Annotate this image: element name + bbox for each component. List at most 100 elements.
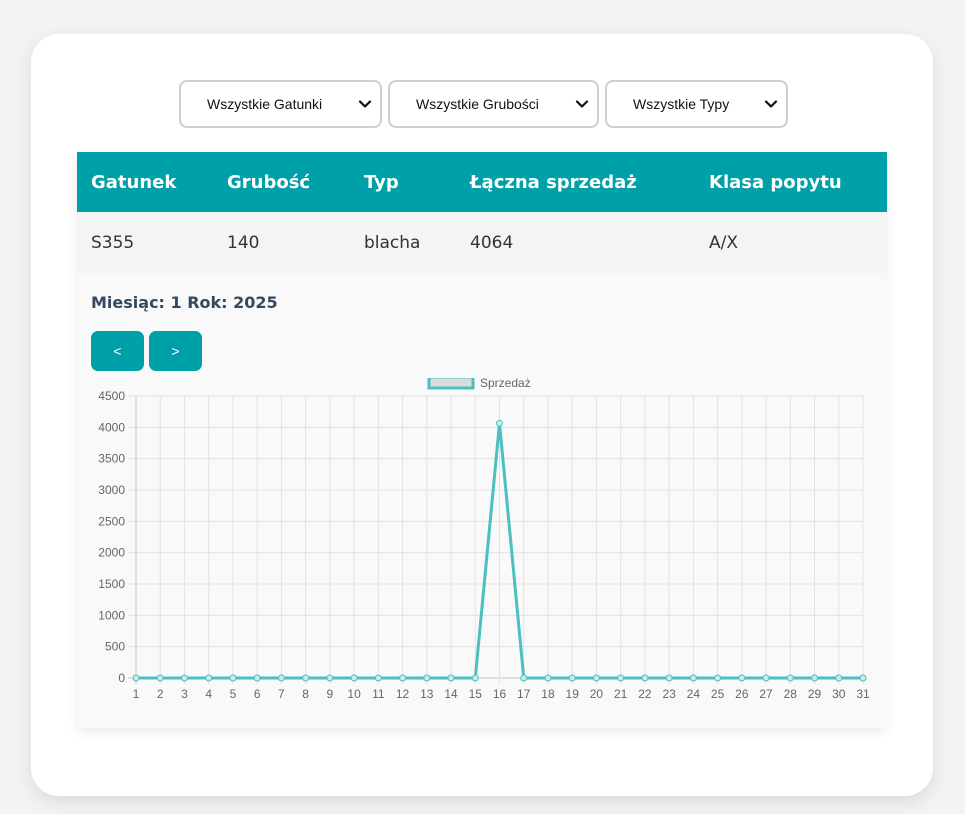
chart-section: Miesiąc: 1 Rok: 2025 < > 0 500 1000 1500 200… xyxy=(77,273,887,728)
data-point xyxy=(253,674,261,682)
sales-table: Gatunek Grubość Typ Łączna sprzedaż Klas… xyxy=(77,152,887,728)
data-point xyxy=(180,674,188,682)
data-point xyxy=(762,674,770,682)
x-tick-label: 30 xyxy=(832,687,846,701)
y-tick-label: 2500 xyxy=(98,514,125,528)
data-point xyxy=(447,674,455,682)
data-point xyxy=(592,674,600,682)
x-tick-label: 10 xyxy=(347,687,361,701)
x-tick-label: 18 xyxy=(541,687,555,701)
legend-swatch xyxy=(427,378,475,390)
x-tick-label: 23 xyxy=(662,687,676,701)
data-point xyxy=(156,674,164,682)
x-tick-label: 14 xyxy=(444,687,458,701)
x-tick-label: 6 xyxy=(254,687,261,701)
x-tick-label: 26 xyxy=(735,687,749,701)
data-point xyxy=(665,674,673,682)
x-tick-label: 11 xyxy=(372,687,385,701)
chevron-down-icon xyxy=(575,100,589,108)
y-tick-label: 3500 xyxy=(98,452,125,466)
data-point xyxy=(714,674,722,682)
data-point xyxy=(568,674,576,682)
data-point xyxy=(132,674,140,682)
x-tick-label: 8 xyxy=(302,687,309,701)
header-gatunek[interactable]: Gatunek xyxy=(91,172,177,193)
y-tick-label: 500 xyxy=(105,640,125,654)
header-grubosc[interactable]: Grubość xyxy=(227,172,311,193)
data-point xyxy=(859,674,867,682)
y-tick-label: 2000 xyxy=(98,546,125,560)
chevron-down-icon xyxy=(358,100,372,108)
data-point xyxy=(689,674,697,682)
data-point xyxy=(374,674,382,682)
data-point xyxy=(617,674,625,682)
cell-gatunek: S355 xyxy=(91,233,135,253)
x-tick-label: 1 xyxy=(133,687,140,701)
x-tick-label: 29 xyxy=(808,687,822,701)
x-tick-label: 2 xyxy=(157,687,164,701)
species-select-label: Wszystkie Gatunki xyxy=(207,96,323,112)
data-point xyxy=(641,674,649,682)
data-point xyxy=(302,674,310,682)
y-tick-label: 3000 xyxy=(98,483,125,497)
x-tick-label: 9 xyxy=(327,687,334,701)
header-laczna-sprzedaz[interactable]: Łączna sprzedaż xyxy=(470,172,637,193)
data-point xyxy=(399,674,407,682)
data-point xyxy=(520,674,528,682)
data-point xyxy=(786,674,794,682)
x-tick-label: 21 xyxy=(614,687,628,701)
data-point xyxy=(277,674,285,682)
species-select[interactable]: Wszystkie Gatunki xyxy=(179,80,382,128)
y-tick-label: 4000 xyxy=(98,420,125,434)
x-tick-label: 12 xyxy=(396,687,410,701)
x-tick-label: 5 xyxy=(230,687,237,701)
data-point xyxy=(423,674,431,682)
x-tick-label: 27 xyxy=(759,687,773,701)
header-klasa-popytu[interactable]: Klasa popytu xyxy=(709,172,842,193)
cell-laczna-sprzedaz: 4064 xyxy=(470,233,514,253)
x-tick-label: 24 xyxy=(687,687,701,701)
legend-label: Sprzedaż xyxy=(480,378,531,390)
type-select-label: Wszystkie Typy xyxy=(633,96,730,112)
x-tick-label: 25 xyxy=(711,687,725,701)
y-tick-label: 4500 xyxy=(98,389,125,403)
thickness-select-label: Wszystkie Grubości xyxy=(416,96,539,112)
x-tick-label: 28 xyxy=(784,687,798,701)
x-tick-label: 15 xyxy=(469,687,483,701)
x-tick-label: 3 xyxy=(181,687,188,701)
x-tick-label: 31 xyxy=(856,687,870,701)
data-point xyxy=(835,674,843,682)
period-label: Miesiąc: 1 Rok: 2025 xyxy=(91,293,278,312)
x-tick-label: 17 xyxy=(517,687,531,701)
table-header: Gatunek Grubość Typ Łączna sprzedaż Klas… xyxy=(77,152,887,212)
data-point xyxy=(229,674,237,682)
cell-grubosc: 140 xyxy=(227,233,260,253)
data-point xyxy=(205,674,213,682)
prev-month-button[interactable]: < xyxy=(91,331,144,371)
y-tick-label: 0 xyxy=(118,671,125,685)
next-month-button[interactable]: > xyxy=(149,331,202,371)
header-typ[interactable]: Typ xyxy=(364,172,399,193)
data-point xyxy=(350,674,358,682)
x-tick-label: 13 xyxy=(420,687,434,701)
cell-klasa-popytu: A/X xyxy=(709,233,739,253)
data-point xyxy=(471,674,479,682)
x-tick-label: 4 xyxy=(205,687,212,701)
table-row[interactable]: S355 140 blacha 4064 A/X xyxy=(77,212,887,273)
data-point xyxy=(326,674,334,682)
x-tick-label: 7 xyxy=(278,687,285,701)
y-tick-label: 1500 xyxy=(98,577,125,591)
type-select[interactable]: Wszystkie Typy xyxy=(605,80,788,128)
x-tick-label: 22 xyxy=(638,687,652,701)
x-tick-label: 20 xyxy=(590,687,604,701)
data-point xyxy=(738,674,746,682)
cell-typ: blacha xyxy=(364,233,421,253)
data-point xyxy=(496,419,503,427)
x-tick-label: 16 xyxy=(493,687,507,701)
data-point xyxy=(544,674,552,682)
x-tick-label: 19 xyxy=(566,687,580,701)
thickness-select[interactable]: Wszystkie Grubości xyxy=(388,80,599,128)
data-point xyxy=(811,674,819,682)
